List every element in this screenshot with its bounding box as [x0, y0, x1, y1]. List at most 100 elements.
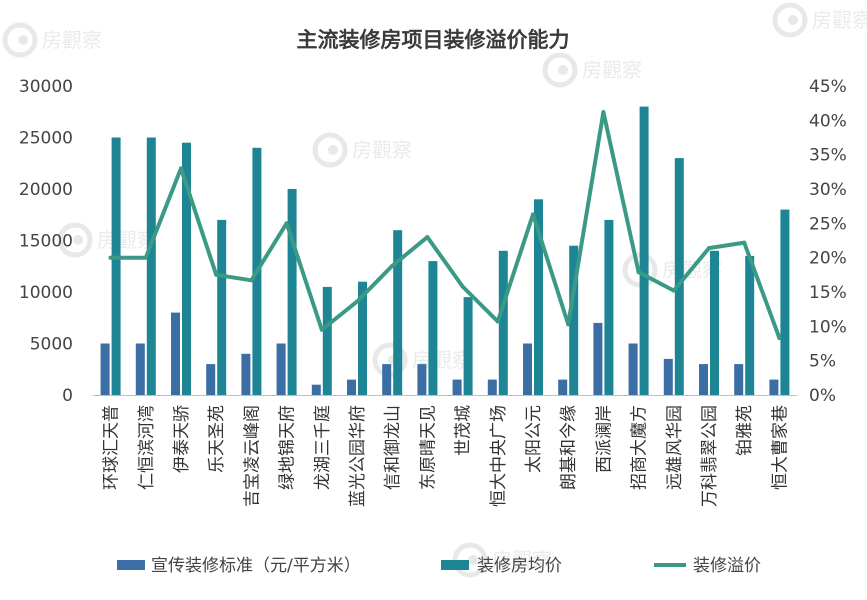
bar-average-price	[639, 106, 649, 395]
left-tick-label: 20000	[19, 180, 73, 200]
chart-title: 主流装修房项目装修溢价能力	[297, 28, 570, 52]
bar-average-price	[745, 255, 755, 395]
watermark-text: 房觀察	[352, 138, 412, 162]
bar-average-price	[393, 230, 403, 395]
bar-decoration-standard	[100, 343, 110, 395]
bar-average-price	[287, 189, 297, 395]
chart-legend: 宣传装修标准（元/平方米） 装修房均价 装修溢价	[117, 556, 761, 576]
premium-point	[671, 288, 676, 293]
premium-point	[143, 255, 148, 260]
bar-decoration-standard	[487, 379, 497, 395]
bar-average-price	[322, 286, 332, 395]
category-label: 龙湖三千庭	[313, 405, 333, 490]
left-tick-label: 10000	[19, 283, 73, 303]
bar-average-price	[146, 137, 156, 395]
right-tick-label: 40%	[809, 111, 847, 131]
bar-decoration-standard	[311, 384, 321, 395]
premium-point	[636, 270, 641, 275]
legend-item: 装修房均价	[441, 556, 562, 576]
bar-average-price	[111, 137, 121, 395]
premium-point	[742, 240, 747, 245]
watermark-text: 房觀察	[812, 8, 867, 32]
left-tick-label: 15000	[19, 232, 73, 252]
bar-average-price	[604, 219, 614, 395]
right-tick-label: 5%	[809, 352, 836, 372]
right-tick-label: 0%	[809, 386, 836, 406]
category-label: 信和御龙山	[383, 405, 403, 490]
bar-decoration-standard	[171, 312, 180, 395]
right-tick-label: 20%	[809, 249, 847, 269]
premium-point	[460, 284, 465, 289]
left-axis-ticks: 0 5000 10000 15000 20000 25000 30000	[19, 77, 73, 406]
right-tick-label: 35%	[809, 146, 847, 166]
left-tick-label: 30000	[19, 77, 73, 97]
bar-decoration-standard	[347, 379, 356, 395]
right-tick-label: 10%	[809, 317, 847, 337]
watermark-logo: 房觀察	[452, 542, 552, 578]
category-label: 西派澜岸	[594, 405, 614, 473]
premium-point	[425, 235, 430, 240]
category-label: 朗基和今缘	[559, 405, 579, 490]
bar-average-price	[534, 199, 543, 395]
watermark-text: 房觀察	[582, 58, 642, 82]
bar-decoration-standard	[276, 343, 286, 395]
category-label: 世茂城	[454, 405, 474, 456]
category-label: 东原晴天见	[418, 405, 438, 490]
watermark-text: 房觀察	[492, 548, 552, 572]
premium-point	[108, 255, 113, 260]
watermark-logo: 房觀察	[772, 2, 867, 38]
watermark-logo: 房觀察	[2, 22, 102, 58]
bar-average-price	[674, 158, 684, 395]
premium-point	[284, 221, 289, 226]
category-label: 绿地锦天府	[278, 405, 298, 490]
category-label: 乐天圣苑	[207, 405, 227, 473]
line-series-group	[108, 110, 782, 340]
right-axis-ticks: 0% 5% 10% 15% 20% 25% 30% 35% 40% 45%	[809, 77, 847, 406]
legend-label: 宣传装修标准（元/平方米）	[151, 556, 361, 576]
right-tick-label: 30%	[809, 180, 847, 200]
category-label: 伊泰天骄	[172, 405, 192, 473]
watermark-logo: 房觀察	[542, 52, 642, 88]
watermark-logo: 房觀察	[57, 222, 157, 258]
right-tick-label: 15%	[809, 283, 847, 303]
category-label: 环球汇天普	[102, 405, 122, 490]
bar-average-price	[358, 281, 367, 395]
category-label: 恒大曹家巷	[770, 405, 790, 490]
left-tick-label: 5000	[30, 335, 73, 355]
bar-decoration-standard	[452, 379, 462, 395]
bar-average-price	[182, 142, 191, 395]
bar-decoration-standard	[734, 364, 744, 395]
bar-average-price	[463, 297, 473, 395]
legend-label: 装修溢价	[693, 556, 761, 576]
bar-average-price	[710, 250, 719, 395]
category-label: 招商大魔方	[630, 405, 650, 490]
bar-decoration-standard	[417, 364, 427, 395]
bar-decoration-standard	[558, 379, 568, 395]
legend-item: 宣传装修标准（元/平方米）	[117, 556, 361, 576]
category-label: 吉宝凌云峰阁	[242, 405, 262, 507]
premium-point	[214, 272, 219, 277]
premium-point	[249, 278, 254, 283]
category-label: 铂雅苑	[735, 405, 755, 456]
legend-item: 装修溢价	[654, 556, 761, 576]
bar-decoration-standard	[206, 364, 216, 395]
right-tick-label: 45%	[809, 77, 847, 97]
bar-decoration-standard	[382, 364, 392, 395]
premium-point	[355, 299, 359, 304]
category-label: 恒大中央广场	[489, 405, 509, 507]
left-tick-label: 0	[62, 386, 73, 406]
watermark-text: 房觀察	[42, 28, 102, 52]
bar-decoration-standard	[593, 322, 603, 395]
bar-decoration-standard	[523, 343, 532, 395]
category-label: 远雄风华园	[665, 405, 685, 490]
premium-point	[777, 336, 782, 340]
category-labels: 环球汇天普 仁恒滨河湾 伊泰天骄 乐天圣苑 吉宝凌云峰阁 绿地锦天府 龙湖三千庭 蓝光公园华府…	[102, 405, 791, 507]
category-label: 仁恒滨河湾	[137, 405, 157, 490]
legend-swatch	[441, 560, 469, 570]
premium-point	[601, 110, 606, 115]
legend-label: 装修房均价	[477, 556, 562, 576]
bar-average-price	[780, 209, 790, 395]
legend-swatch	[117, 560, 145, 570]
